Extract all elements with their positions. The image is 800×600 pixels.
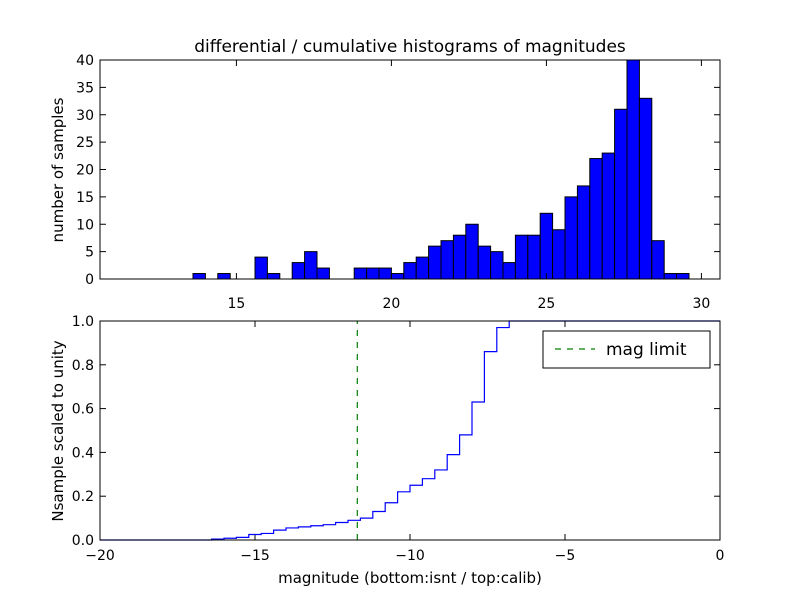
- bottom-y-tick-label: 1.0: [72, 314, 94, 330]
- histogram-bar: [564, 196, 578, 280]
- top-y-tick-label: 15: [76, 190, 94, 206]
- bottom-x-tick-label: −10: [395, 548, 425, 564]
- top-y-tick-label: 10: [76, 217, 94, 233]
- histogram-bar: [490, 251, 504, 280]
- top-y-tick-label: 25: [76, 135, 94, 151]
- top-x-tick-label: 30: [692, 296, 710, 312]
- histogram-bar: [378, 267, 392, 280]
- histogram-bar: [651, 240, 665, 280]
- top-x-tick-label: 25: [537, 296, 555, 312]
- bottom-plot-frame: [99, 320, 721, 541]
- histogram-bar: [676, 273, 690, 280]
- bottom-x-tick-label: −20: [85, 548, 115, 564]
- histogram-bar: [366, 267, 380, 280]
- bottom-axes-ticks: −20 −15 −10 −5 0 0.0 0.2 0.4 0.6 0.8 1.0: [72, 314, 725, 564]
- histogram-bar: [291, 262, 306, 280]
- histogram-bar: [502, 262, 516, 280]
- histogram-bar: [254, 256, 268, 280]
- histogram-bar: [390, 273, 405, 280]
- top-plot-frame: [99, 59, 721, 280]
- bottom-y-axis-label: Nsample scaled to unity: [49, 340, 67, 521]
- bottom-x-tick-label: −15: [240, 548, 270, 564]
- bottom-y-tick-label: 0.8: [72, 358, 94, 374]
- bottom-x-tick-label: −5: [555, 548, 576, 564]
- histogram-bar: [403, 262, 417, 280]
- histogram-bar: [601, 152, 616, 280]
- histogram-bar: [614, 108, 628, 280]
- bottom-x-axis-label: magnitude (bottom:isnt / top:calib): [278, 569, 542, 587]
- histogram-bar: [576, 185, 591, 280]
- histogram-bar: [266, 273, 281, 280]
- top-y-tick-label: 40: [76, 53, 94, 69]
- histogram-bar: [638, 97, 653, 280]
- histogram-bar: [514, 234, 529, 280]
- histogram-bar: [304, 251, 318, 280]
- histogram-bar: [217, 273, 231, 280]
- histogram-bar: [477, 245, 492, 280]
- bottom-x-tick-label: 0: [716, 548, 725, 564]
- histogram-bar: [440, 240, 454, 280]
- histogram-bar: [316, 267, 330, 280]
- histogram-bar: [192, 273, 206, 280]
- top-y-tick-label: 20: [76, 163, 94, 179]
- top-axes-ticks: 15 20 25 30 0 5 10 15 20 25 30 35 40: [76, 53, 720, 312]
- histogram-bar: [663, 273, 678, 280]
- histogram-bar: [465, 223, 479, 280]
- histogram-bar: [552, 229, 566, 280]
- histogram-bar: [626, 59, 640, 280]
- top-bars: [192, 59, 690, 280]
- histogram-bar: [539, 212, 554, 280]
- top-x-tick-label: 15: [227, 296, 245, 312]
- bottom-y-tick-label: 0.6: [72, 402, 94, 418]
- top-y-tick-label: 30: [76, 108, 94, 124]
- histogram-bar: [428, 245, 442, 280]
- bottom-y-tick-label: 0.4: [72, 445, 94, 461]
- cumulative-step-line: [100, 320, 720, 541]
- bottom-y-tick-label: 0.0: [72, 533, 94, 549]
- top-chart-title: differential / cumulative histograms of …: [194, 37, 626, 57]
- histogram-bar: [415, 256, 430, 280]
- top-y-tick-label: 5: [85, 245, 94, 261]
- histogram-bar: [527, 234, 541, 280]
- legend: mag limit: [542, 330, 711, 369]
- legend-mag-limit-label: mag limit: [606, 340, 687, 360]
- top-y-axis-label: number of samples: [49, 97, 67, 242]
- bottom-y-tick-label: 0.2: [72, 489, 94, 505]
- top-y-tick-label: 35: [76, 80, 94, 96]
- top-x-tick-label: 20: [382, 296, 400, 312]
- histogram-bar: [353, 267, 368, 280]
- histogram-bar: [452, 234, 467, 280]
- top-y-tick-label: 0: [85, 272, 94, 288]
- histogram-bar: [589, 158, 603, 280]
